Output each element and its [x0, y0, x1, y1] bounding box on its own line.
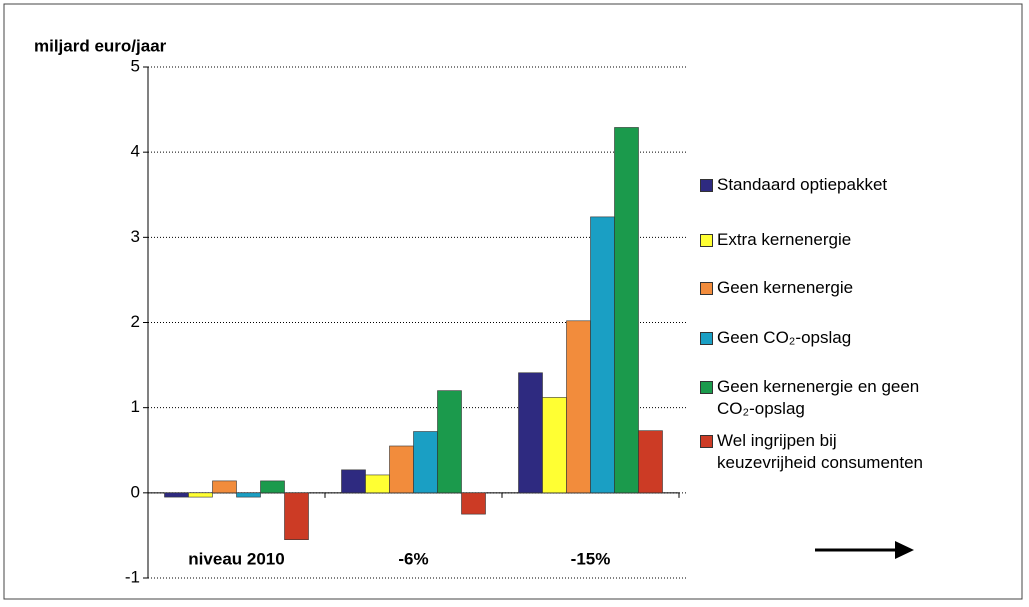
y-tick-label: 5 [131, 56, 140, 75]
y-tick-label: 3 [131, 227, 140, 246]
frame [3, 3, 1023, 600]
x-tick-label: niveau 2010 [188, 549, 284, 568]
bar [260, 480, 285, 494]
bar [164, 492, 189, 498]
y-axis-label: miljard euro/jaar [34, 36, 167, 55]
bar [389, 445, 414, 494]
bar [212, 480, 237, 494]
y-tick-label: -1 [125, 567, 140, 586]
bar [236, 492, 261, 498]
bar [413, 431, 438, 494]
bar [365, 474, 390, 494]
bar [188, 492, 213, 498]
bar [518, 372, 543, 494]
legend-item: Geen kernenergie en geen CO₂-opslag [700, 376, 940, 420]
legend-swatch [700, 381, 713, 394]
y-tick-label: 1 [131, 397, 140, 416]
legend-item: Standaard optiepakket [700, 174, 940, 196]
legend-label: Extra kernenergie [717, 230, 852, 249]
y-tick-label: 2 [131, 312, 140, 331]
y-tick-label: 0 [131, 482, 140, 501]
bar [542, 397, 567, 494]
legend-label: Standaard optiepakket [717, 175, 888, 194]
bar [341, 469, 366, 494]
x-tick-label: -15% [571, 549, 611, 568]
bar [638, 430, 663, 494]
legend-label: Wel ingrijpen bij keuzevrijheid consumen… [717, 431, 924, 472]
bar [614, 127, 639, 494]
bar [590, 216, 615, 494]
legend-label: Geen kernenergie en geen CO₂-opslag [717, 377, 920, 418]
legend-label: Geen kernenergie [717, 278, 854, 297]
legend-item: Extra kernenergie [700, 229, 940, 251]
bar [437, 390, 462, 494]
bar [566, 320, 591, 494]
legend-item: Geen CO₂-opslag [700, 327, 940, 349]
legend-swatch [700, 332, 713, 345]
bar [461, 492, 486, 515]
arrow-head [895, 541, 914, 559]
legend-item: Wel ingrijpen bij keuzevrijheid consumen… [700, 430, 940, 474]
x-tick-label: -6% [398, 549, 428, 568]
legend-swatch [700, 435, 713, 448]
legend-label: Geen CO₂-opslag [717, 328, 852, 347]
legend-swatch [700, 179, 713, 192]
legend-item: Geen kernenergie [700, 277, 940, 299]
legend-swatch [700, 282, 713, 295]
legend-swatch [700, 234, 713, 247]
y-tick-label: 4 [131, 142, 140, 161]
bar [284, 492, 309, 540]
